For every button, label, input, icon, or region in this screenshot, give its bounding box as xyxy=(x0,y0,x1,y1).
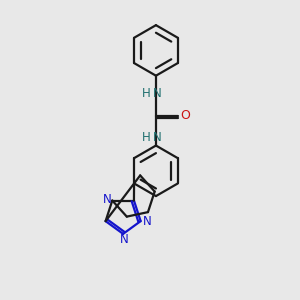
Text: O: O xyxy=(180,109,190,122)
Text: N: N xyxy=(103,193,111,206)
Text: N: N xyxy=(153,87,162,100)
Text: N: N xyxy=(153,131,162,144)
Text: N: N xyxy=(143,215,152,228)
Text: H: H xyxy=(142,87,151,100)
Text: H: H xyxy=(142,131,151,144)
Text: N: N xyxy=(120,233,129,246)
